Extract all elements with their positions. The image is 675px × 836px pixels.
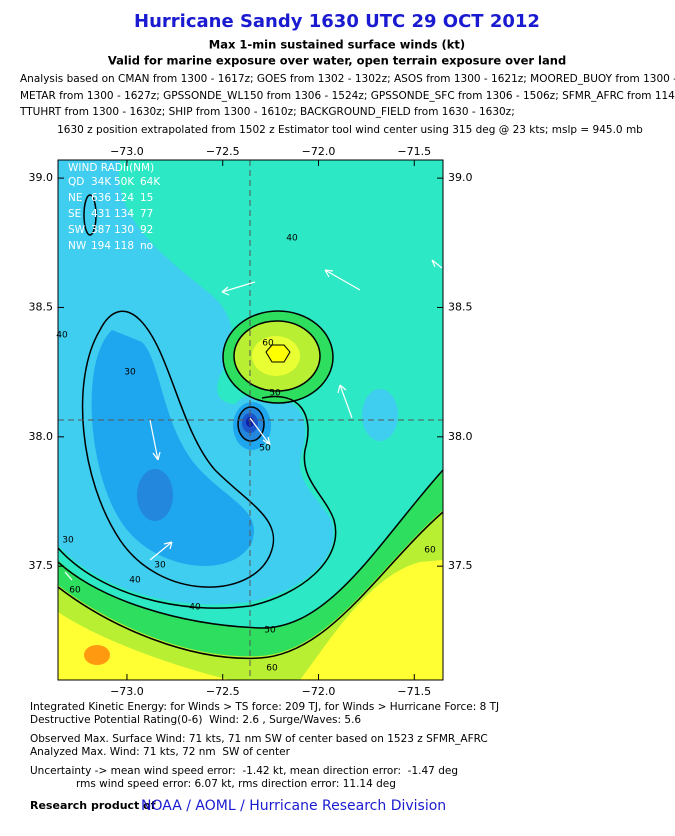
wind-radii-cell: 387 — [91, 224, 111, 236]
analysis-line: METAR from 1300 - 1627z; GPSSONDE_WL150 … — [20, 90, 675, 102]
wind-radii-cell: 134 — [114, 208, 134, 220]
plot-frame — [57, 159, 444, 681]
contour-label: 40 — [56, 331, 68, 341]
wind-radii-cell: 15 — [140, 192, 153, 204]
credit: NOAA / AOML / Hurricane Research Divisio… — [141, 798, 446, 814]
wind-radii-cell: 194 — [91, 240, 111, 252]
wind-radii-cell: 92 — [140, 224, 153, 236]
contour-label: 60 — [262, 339, 274, 349]
wind-radii-cell: NW — [68, 240, 87, 252]
footer-line: Destructive Potential Rating(0-6) Wind: … — [30, 714, 361, 726]
contour-label: 50 — [269, 389, 281, 399]
y-tick-label: 39.0 — [448, 171, 473, 184]
wind-radii-cell: 77 — [140, 208, 153, 220]
y-tick-label: 39.0 — [29, 171, 54, 184]
x-tick-label: −72.0 — [302, 685, 336, 698]
wind-radii-cell: 50K — [114, 176, 135, 188]
y-tick-label: 37.5 — [29, 559, 54, 572]
analysis-line: Analysis based on CMAN from 1300 - 1617z… — [20, 73, 675, 85]
position-note: 1630 z position extrapolated from 1502 z… — [57, 124, 643, 136]
y-tick-label: 38.0 — [448, 430, 473, 443]
footer-line: Uncertainty -> mean wind speed error: -1… — [30, 765, 458, 777]
wind-radii-cell: 118 — [114, 240, 134, 252]
wind-radii-cell: NE — [68, 192, 83, 204]
y-tick-label: 38.5 — [29, 300, 54, 313]
contour-label: 40 — [286, 234, 298, 244]
valid-note: Valid for marine exposure over water, op… — [108, 54, 566, 68]
y-tick-label: 37.5 — [448, 559, 473, 572]
subtitle: Max 1-min sustained surface winds (kt) — [209, 38, 465, 52]
contour-label: 40 — [129, 576, 141, 586]
wind-radii-cell: QD — [68, 176, 84, 188]
title: Hurricane Sandy 1630 UTC 29 OCT 2012 — [134, 11, 540, 32]
footer-line: Analyzed Max. Wind: 71 kts, 72 nm SW of … — [30, 746, 291, 758]
x-tick-label: −71.5 — [397, 685, 431, 698]
contour-label: 60 — [424, 546, 436, 556]
y-tick-label: 38.0 — [29, 430, 54, 443]
contour-label: 50 — [259, 444, 271, 454]
contour-label: 30 — [62, 536, 74, 546]
credit-prefix: Research product of — [30, 799, 156, 812]
footer-line: Integrated Kinetic Energy: for Winds > T… — [30, 701, 499, 713]
x-tick-label: −72.0 — [302, 145, 336, 158]
contour-label: 60 — [69, 586, 81, 596]
wind-radii-cell: SW — [68, 224, 86, 236]
wind-radii-cell: 431 — [91, 208, 111, 220]
y-tick-label: 38.5 — [448, 300, 473, 313]
contour-label: 40 — [189, 603, 201, 613]
x-tick-label: −72.5 — [206, 685, 240, 698]
x-tick-label: −71.5 — [397, 145, 431, 158]
wind-radii-cell: 34K — [91, 176, 112, 188]
wind-radii-cell: 636 — [91, 192, 111, 204]
wind-radii-cell: 124 — [114, 192, 134, 204]
wind-radii-cell: no — [140, 240, 153, 252]
x-tick-label: −72.5 — [206, 145, 240, 158]
contour-label: 60 — [266, 664, 278, 674]
wind-field — [58, 160, 443, 680]
wind-radii-title: WIND RADII(NM) — [68, 162, 154, 174]
contour-label: 30 — [124, 368, 136, 378]
wind-radii-cell: SE — [68, 208, 81, 220]
footer-line: rms wind speed error: 6.07 kt, rms direc… — [76, 778, 396, 790]
wind-radii-cell: 64K — [140, 176, 161, 188]
analysis-line: TTUHRT from 1300 - 1630z; SHIP from 1300… — [19, 106, 515, 118]
footer-line: Observed Max. Surface Wind: 71 kts, 71 n… — [30, 733, 488, 745]
x-tick-label: −73.0 — [110, 685, 144, 698]
x-tick-label: −73.0 — [110, 145, 144, 158]
wind-radii-cell: 130 — [114, 224, 134, 236]
contour-label: 50 — [264, 626, 276, 636]
contour-label: 30 — [154, 561, 166, 571]
